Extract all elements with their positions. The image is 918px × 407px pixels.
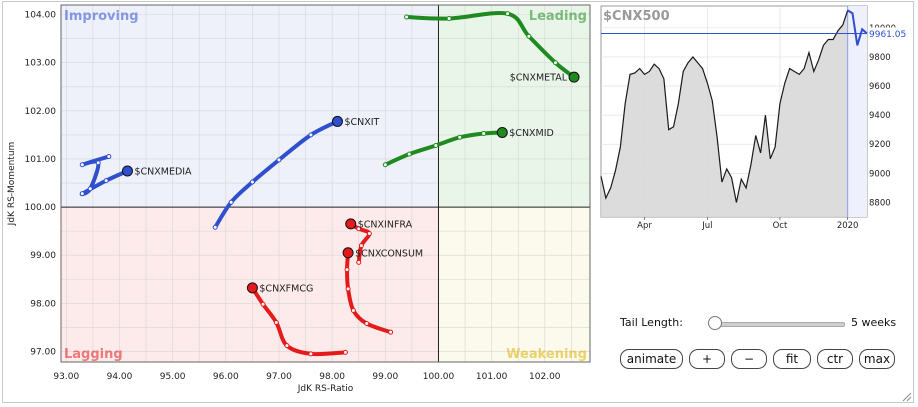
tail-point-cnxinfra[interactable] xyxy=(356,259,362,265)
x-tick-label: 93.00 xyxy=(53,372,79,382)
tail-point-cnxmid[interactable] xyxy=(382,162,388,168)
tail-point-cnxconsum[interactable] xyxy=(345,286,351,292)
y-tick-label: 102.00 xyxy=(25,107,57,117)
y-tick-label: 100.00 xyxy=(25,203,57,213)
center-button[interactable]: ctr xyxy=(817,349,853,369)
tail-length-slider-handle[interactable] xyxy=(708,316,722,330)
animate-button[interactable]: animate xyxy=(620,349,683,369)
tail-point-cnxmedia[interactable] xyxy=(79,162,85,168)
x-tick-label: 101.00 xyxy=(476,372,508,382)
tail-point-cnxinfra[interactable] xyxy=(366,231,372,237)
tail-point-cnxmedia[interactable] xyxy=(106,154,112,160)
tail-point-cnxit[interactable] xyxy=(308,132,314,138)
tail-point-cnxmetal[interactable] xyxy=(446,15,452,21)
tail-point-cnxfmcg[interactable] xyxy=(260,301,266,307)
quadrant-leading xyxy=(438,5,590,208)
resize-grip-icon[interactable] xyxy=(902,392,912,402)
head-cnxconsum[interactable] xyxy=(342,247,354,259)
x-tick-label: 99.00 xyxy=(372,372,398,382)
max-button[interactable]: max xyxy=(859,349,895,369)
label-cnxmid: $CNXMID xyxy=(509,128,554,139)
tail-length-value: 5 weeks xyxy=(851,316,897,329)
x-tick-label: 95.00 xyxy=(160,372,186,382)
head-cnxit[interactable] xyxy=(331,115,343,127)
chart-controls: animate + − fit ctr max xyxy=(620,349,895,369)
x-axis-title: JdK RS-Ratio xyxy=(297,384,354,394)
tail-point-cnxmedia[interactable] xyxy=(79,191,85,197)
tail-point-cnxmedia[interactable] xyxy=(95,160,101,166)
tail-point-cnxit[interactable] xyxy=(276,157,282,163)
tail-point-cnxconsum[interactable] xyxy=(350,308,356,314)
tail-length-slider-track[interactable] xyxy=(709,322,845,327)
quadrant-label-lagging: Lagging xyxy=(64,347,123,362)
tail-point-cnxfmcg[interactable] xyxy=(284,343,290,349)
y-tick-label: 101.00 xyxy=(25,155,57,165)
tail-length-label: Tail Length: xyxy=(620,316,683,329)
head-cnxinfra[interactable] xyxy=(345,218,357,230)
quadrant-weakening xyxy=(438,207,590,362)
quadrant-label-leading: Leading xyxy=(529,9,587,24)
tail-point-cnxconsum[interactable] xyxy=(364,321,370,327)
tail-point-cnxmid[interactable] xyxy=(406,151,412,157)
tail-point-cnxinfra[interactable] xyxy=(356,226,362,232)
plot-border xyxy=(60,4,591,363)
tail-point-cnxmid[interactable] xyxy=(457,134,463,140)
tail-point-cnxit[interactable] xyxy=(212,224,218,230)
tail-point-cnxfmcg[interactable] xyxy=(342,349,348,355)
tail-point-cnxmetal[interactable] xyxy=(505,11,511,17)
head-cnxfmcg[interactable] xyxy=(246,282,258,294)
label-cnxit: $CNXIT xyxy=(344,117,379,128)
tail-point-cnxmetal[interactable] xyxy=(404,14,410,20)
tail-cnxmetal[interactable] xyxy=(404,10,577,80)
x-tick-label: 100.00 xyxy=(423,372,455,382)
y-tick-label: 99.00 xyxy=(30,251,56,261)
label-cnxfmcg: $CNXFMCG xyxy=(259,283,313,294)
tail-point-cnxmetal[interactable] xyxy=(552,60,558,66)
label-cnxmetal: $CNXMETAL xyxy=(510,73,568,84)
tail-point-cnxmid[interactable] xyxy=(433,142,439,148)
tail-point-cnxconsum[interactable] xyxy=(344,267,350,273)
y-tick-label: 98.00 xyxy=(30,299,56,309)
tail-point-cnxinfra[interactable] xyxy=(358,243,364,249)
zoom-out-button[interactable]: − xyxy=(731,349,767,369)
y-tick-label: 97.00 xyxy=(30,347,56,357)
x-tick-label: 97.00 xyxy=(266,372,292,382)
x-tick-label: 96.00 xyxy=(213,372,239,382)
x-tick-label: 98.00 xyxy=(319,372,345,382)
tail-point-cnxmedia[interactable] xyxy=(87,186,93,192)
label-cnxinfra: $CNXINFRA xyxy=(358,219,413,230)
tail-point-cnxit[interactable] xyxy=(249,179,255,185)
tail-point-cnxmid[interactable] xyxy=(481,130,487,136)
tail-point-cnxmedia[interactable] xyxy=(103,178,109,184)
tail-cnxit[interactable] xyxy=(213,119,340,230)
x-tick-label: 102.00 xyxy=(529,372,561,382)
y-axis-title: JdK RS-Momentum xyxy=(7,142,17,227)
tail-point-cnxmetal[interactable] xyxy=(526,33,532,39)
x-tick-label: 94.00 xyxy=(107,372,133,382)
quadrant-label-improving: Improving xyxy=(64,9,139,24)
y-tick-label: 104.00 xyxy=(25,11,57,21)
label-cnxmedia: $CNXMEDIA xyxy=(134,166,192,177)
fit-button[interactable]: fit xyxy=(773,349,811,369)
quadrant-label-weakening: Weakening xyxy=(506,347,587,362)
tail-point-cnxconsum[interactable] xyxy=(388,329,394,335)
head-cnxmedia[interactable] xyxy=(121,165,133,177)
tail-point-cnxfmcg[interactable] xyxy=(308,351,314,357)
head-cnxmid[interactable] xyxy=(496,127,508,138)
tail-point-cnxit[interactable] xyxy=(228,199,234,205)
label-cnxconsum: $CNXCONSUM xyxy=(355,248,423,259)
head-cnxmetal[interactable] xyxy=(568,71,580,83)
y-tick-label: 103.00 xyxy=(25,59,57,69)
zoom-in-button[interactable]: + xyxy=(689,349,725,369)
tail-point-cnxfmcg[interactable] xyxy=(273,320,279,326)
